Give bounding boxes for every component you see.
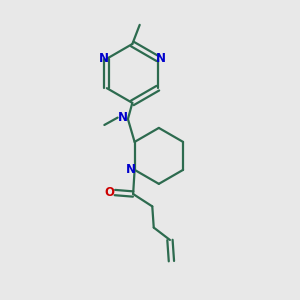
Text: N: N [99,52,109,65]
Text: N: N [118,111,128,124]
Text: O: O [105,186,115,199]
Text: N: N [126,164,136,176]
Text: N: N [156,52,166,65]
